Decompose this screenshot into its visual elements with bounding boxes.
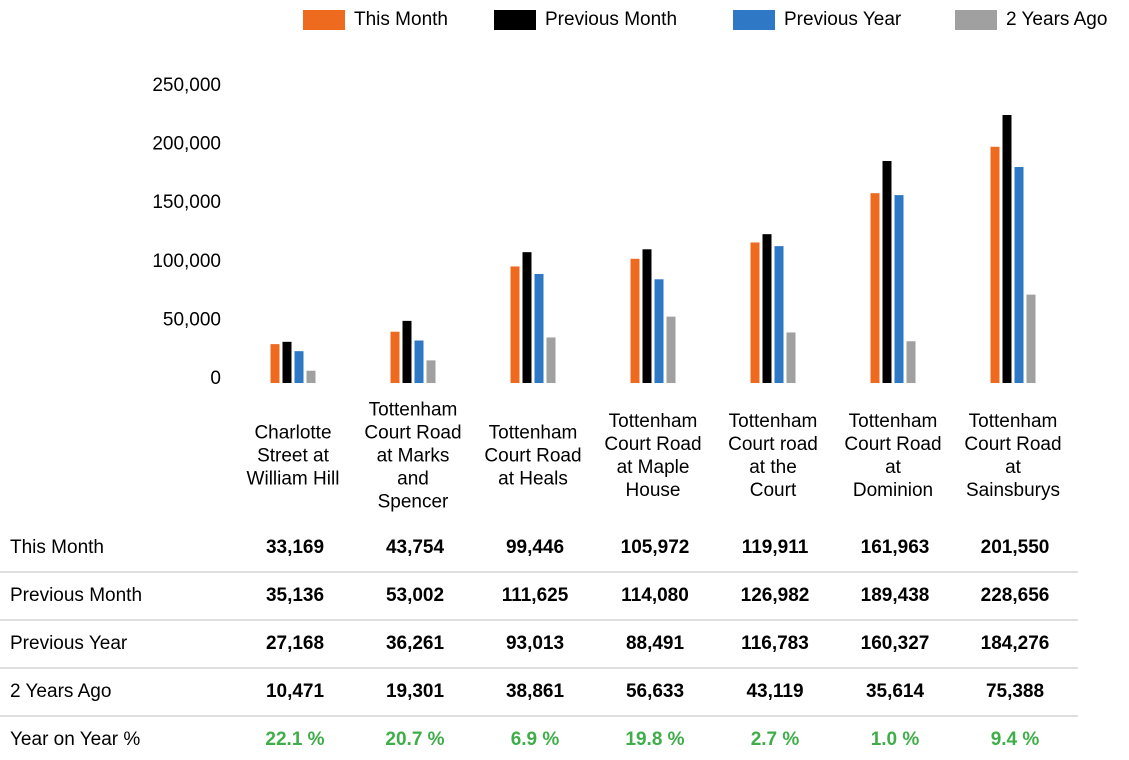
table-cell: 10,471: [266, 681, 325, 702]
bar: [402, 320, 412, 383]
table-cell: 93,013: [506, 633, 564, 654]
table-cell: 201,550: [981, 537, 1050, 558]
table-cell: 43,119: [746, 681, 803, 702]
table-cell: 6.9 %: [511, 729, 560, 750]
legend-swatch: [733, 10, 775, 30]
y-tick-label: 200,000: [152, 134, 221, 155]
table-cell: 126,982: [741, 585, 810, 606]
table-cell: 19.8 %: [625, 729, 684, 750]
table-cell: 1.0 %: [871, 729, 920, 750]
table-cell: 189,438: [861, 585, 930, 606]
legend-swatch: [494, 10, 536, 30]
bar: [654, 279, 664, 383]
bar: [630, 258, 640, 383]
table-cell: 53,002: [386, 585, 444, 606]
legend-label: This Month: [354, 9, 448, 30]
bar: [270, 344, 280, 383]
y-tick-label: 250,000: [152, 75, 221, 96]
y-tick-label: 150,000: [152, 192, 221, 213]
bar: [990, 146, 1000, 383]
bar: [786, 332, 796, 383]
table-cell: 36,261: [386, 633, 445, 654]
x-tick-label: Charlotte Street at William Hill: [246, 422, 340, 490]
table-cell: 33,169: [266, 537, 324, 558]
bar: [642, 249, 652, 383]
table-cell: 184,276: [981, 633, 1050, 654]
bar: [390, 331, 400, 383]
table-cell: 111,625: [502, 585, 569, 606]
table-cell: 161,963: [861, 537, 930, 558]
bar: [906, 341, 916, 383]
x-tick-label: Tottenham Court Road at Heals: [484, 422, 582, 490]
row-label: This Month: [10, 537, 104, 558]
bar: [1026, 294, 1036, 383]
legend-label: Previous Year: [784, 9, 902, 30]
bar: [1014, 167, 1024, 383]
y-tick-label: 50,000: [163, 309, 221, 330]
row-label: Year on Year %: [10, 729, 140, 750]
legend-label: Previous Month: [545, 9, 677, 30]
x-tick-label: Tottenham Court Road at Sainsburys: [964, 411, 1062, 501]
bar: [882, 160, 892, 383]
bar: [750, 242, 760, 383]
table-cell: 9.4 %: [991, 729, 1040, 750]
table-cell: 22.1 %: [265, 729, 324, 750]
table-cell: 27,168: [266, 633, 324, 654]
table-cell: 119,911: [742, 537, 809, 558]
x-tick-label: Tottenham Court Road at Dominion: [844, 411, 942, 501]
table-cell: 2.7 %: [751, 729, 800, 750]
bar: [414, 340, 424, 383]
bar: [762, 234, 772, 383]
bar: [510, 266, 520, 383]
bar: [546, 337, 556, 383]
bar: [666, 316, 676, 383]
bar: [306, 370, 316, 383]
table-cell: 99,446: [506, 537, 564, 558]
bar: [894, 195, 904, 383]
legend-label: 2 Years Ago: [1006, 9, 1107, 30]
bar: [522, 252, 532, 383]
table-cell: 114,080: [621, 585, 689, 606]
table-cell: 88,491: [626, 633, 685, 654]
y-tick-label: 100,000: [152, 251, 221, 272]
bar: [1002, 115, 1012, 383]
table-cell: 35,614: [866, 681, 925, 702]
row-label: 2 Years Ago: [10, 681, 111, 702]
table-cell: 56,633: [626, 681, 684, 702]
table-cell: 116,783: [741, 633, 809, 654]
table-cell: 43,754: [386, 537, 445, 558]
bar: [870, 193, 880, 383]
table-cell: 105,972: [621, 537, 690, 558]
bar: [534, 273, 544, 383]
y-tick-label: 0: [210, 368, 221, 389]
table-cell: 75,388: [986, 681, 1044, 702]
legend-swatch: [303, 10, 345, 30]
bar: [282, 341, 292, 383]
bar: [774, 246, 784, 383]
x-tick-label: Tottenham Court road at the Court: [728, 411, 818, 501]
bar: [426, 360, 436, 383]
legend-swatch: [955, 10, 997, 30]
row-label: Previous Year: [10, 633, 128, 654]
table-cell: 20.7 %: [385, 729, 444, 750]
x-tick-label: Tottenham Court Road at Marks and Spence…: [364, 399, 462, 513]
table-cell: 35,136: [266, 585, 324, 606]
table-cell: 228,656: [981, 585, 1050, 606]
x-tick-label: Tottenham Court Road at Maple House: [604, 411, 702, 501]
table-cell: 160,327: [861, 633, 930, 654]
row-label: Previous Month: [10, 585, 142, 606]
bar: [294, 351, 304, 383]
table-cell: 38,861: [506, 681, 565, 702]
table-cell: 19,301: [386, 681, 445, 702]
